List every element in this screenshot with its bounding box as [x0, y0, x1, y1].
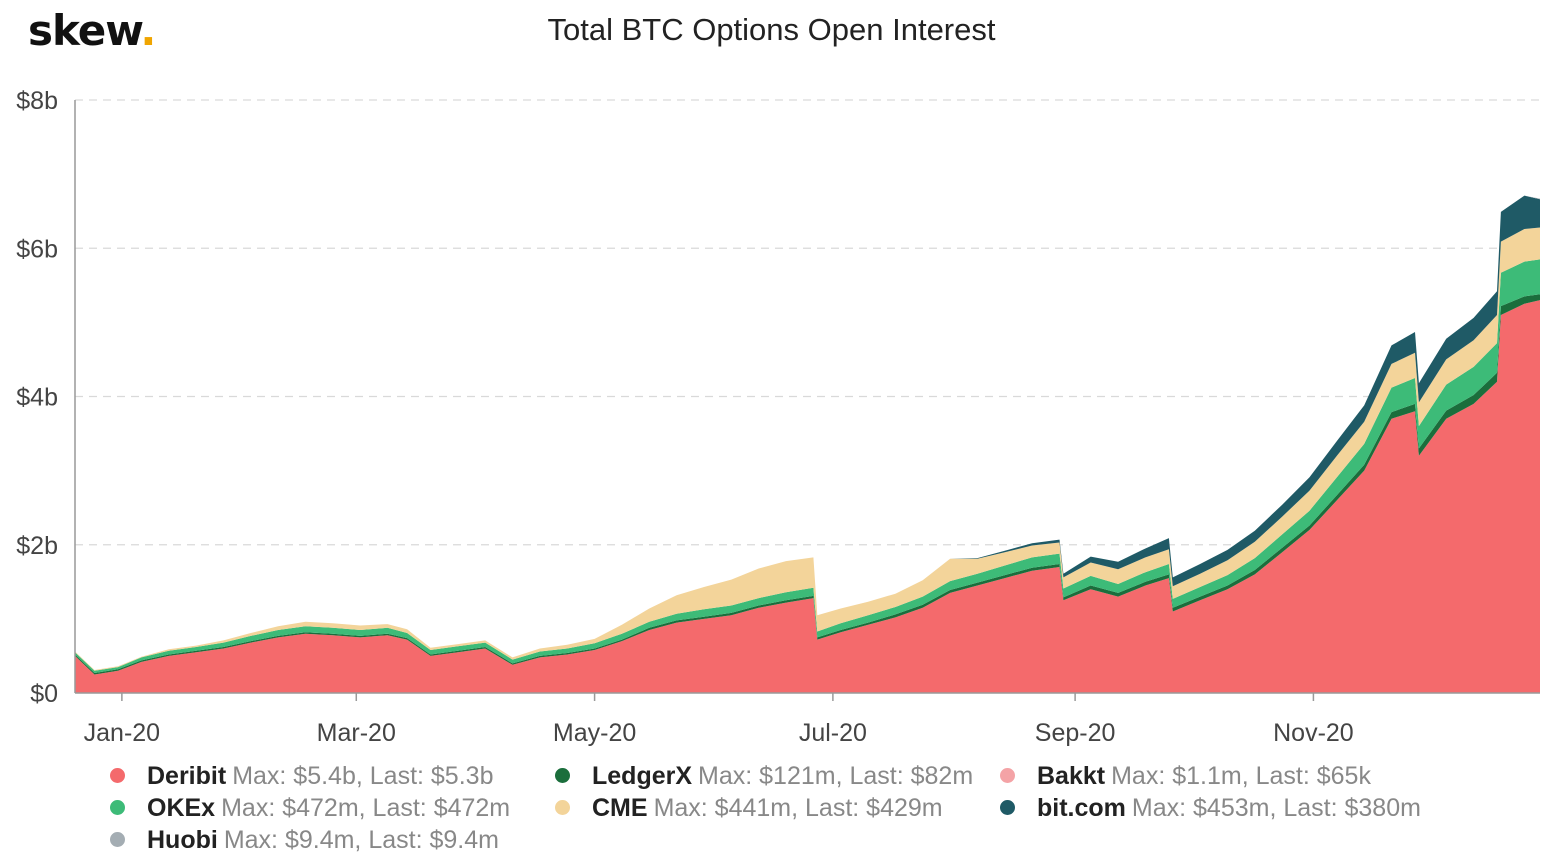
legend-stats: Max: $453m, Last: $380m [1131, 794, 1421, 822]
x-tick-label: May-20 [553, 719, 636, 747]
legend-stats: Max: $472m, Last: $472m [221, 794, 511, 822]
chart-title: Total BTC Options Open Interest [547, 12, 996, 47]
axes: $0 $2b $4b $6b $8b Jan-20 Mar-20 May-20 Jul-20 Se… [16, 87, 1540, 747]
x-tick-label: Mar-20 [317, 719, 396, 747]
legend-name: bit.com [1037, 794, 1126, 822]
legend-stats: Max: $121m, Last: $82m [698, 762, 974, 790]
x-tick-label: Jul-20 [799, 719, 867, 747]
legend-item-cme[interactable]: CME Max: $441m, Last: $429m [555, 794, 943, 823]
area-cme [75, 227, 1540, 671]
legend-marker [555, 799, 570, 815]
legend-item-okex[interactable]: OKEx Max: $472m, Last: $472m [110, 794, 510, 823]
legend-stats: Max: $1.1m, Last: $65k [1111, 762, 1371, 790]
y-tick-label: $0 [30, 680, 58, 708]
y-tick-label: $2b [16, 532, 58, 560]
logo-dot: . [140, 6, 156, 55]
y-tick-label: $6b [16, 235, 58, 263]
legend-name: LedgerX [592, 762, 693, 790]
legend-item-ledgerx[interactable]: LedgerX Max: $121m, Last: $82m [555, 762, 973, 791]
stacked-areas [75, 195, 1540, 693]
legend-stats: Max: $441m, Last: $429m [653, 794, 943, 822]
legend-stats: Max: $9.4m, Last: $9.4m [223, 826, 499, 854]
legend-item-bakkt[interactable]: Bakkt Max: $1.1m, Last: $65k [1000, 762, 1371, 791]
legend-item-deribit[interactable]: Deribit Max: $5.4b, Last: $5.3b [110, 762, 493, 791]
skew-logo: skew. [28, 6, 156, 55]
chart-area: $0 $2b $4b $6b $8b Jan-20 Mar-20 May-20 Jul-20 Se… [16, 87, 1540, 747]
legend-name: Deribit [147, 762, 227, 790]
legend-item-huobi[interactable]: Huobi Max: $9.4m, Last: $9.4m [110, 826, 499, 855]
legend-name: Bakkt [1037, 762, 1106, 790]
legend-marker [1000, 799, 1015, 815]
y-tick-label: $8b [16, 87, 58, 115]
y-tick-label: $4b [16, 384, 58, 412]
area-ledgerx [75, 294, 1540, 675]
x-tick-label: Nov-20 [1273, 719, 1354, 747]
legend-marker [1000, 767, 1015, 783]
area-okex [75, 259, 1540, 673]
area-deribit [75, 300, 1540, 693]
legend-marker [110, 767, 125, 783]
legend-stats: Max: $5.4b, Last: $5.3b [232, 762, 494, 790]
legend-item-bit-com[interactable]: bit.com Max: $453m, Last: $380m [1000, 794, 1421, 823]
legend-marker [555, 767, 570, 783]
x-tick-label: Jan-20 [84, 719, 160, 747]
legend-marker [110, 831, 125, 847]
legend-name: OKEx [147, 794, 216, 822]
legend-name: CME [592, 794, 648, 822]
legend-name: Huobi [147, 826, 218, 854]
logo-text: skew [28, 6, 141, 55]
legend-marker [110, 799, 125, 815]
x-tick-label: Sep-20 [1035, 719, 1116, 747]
